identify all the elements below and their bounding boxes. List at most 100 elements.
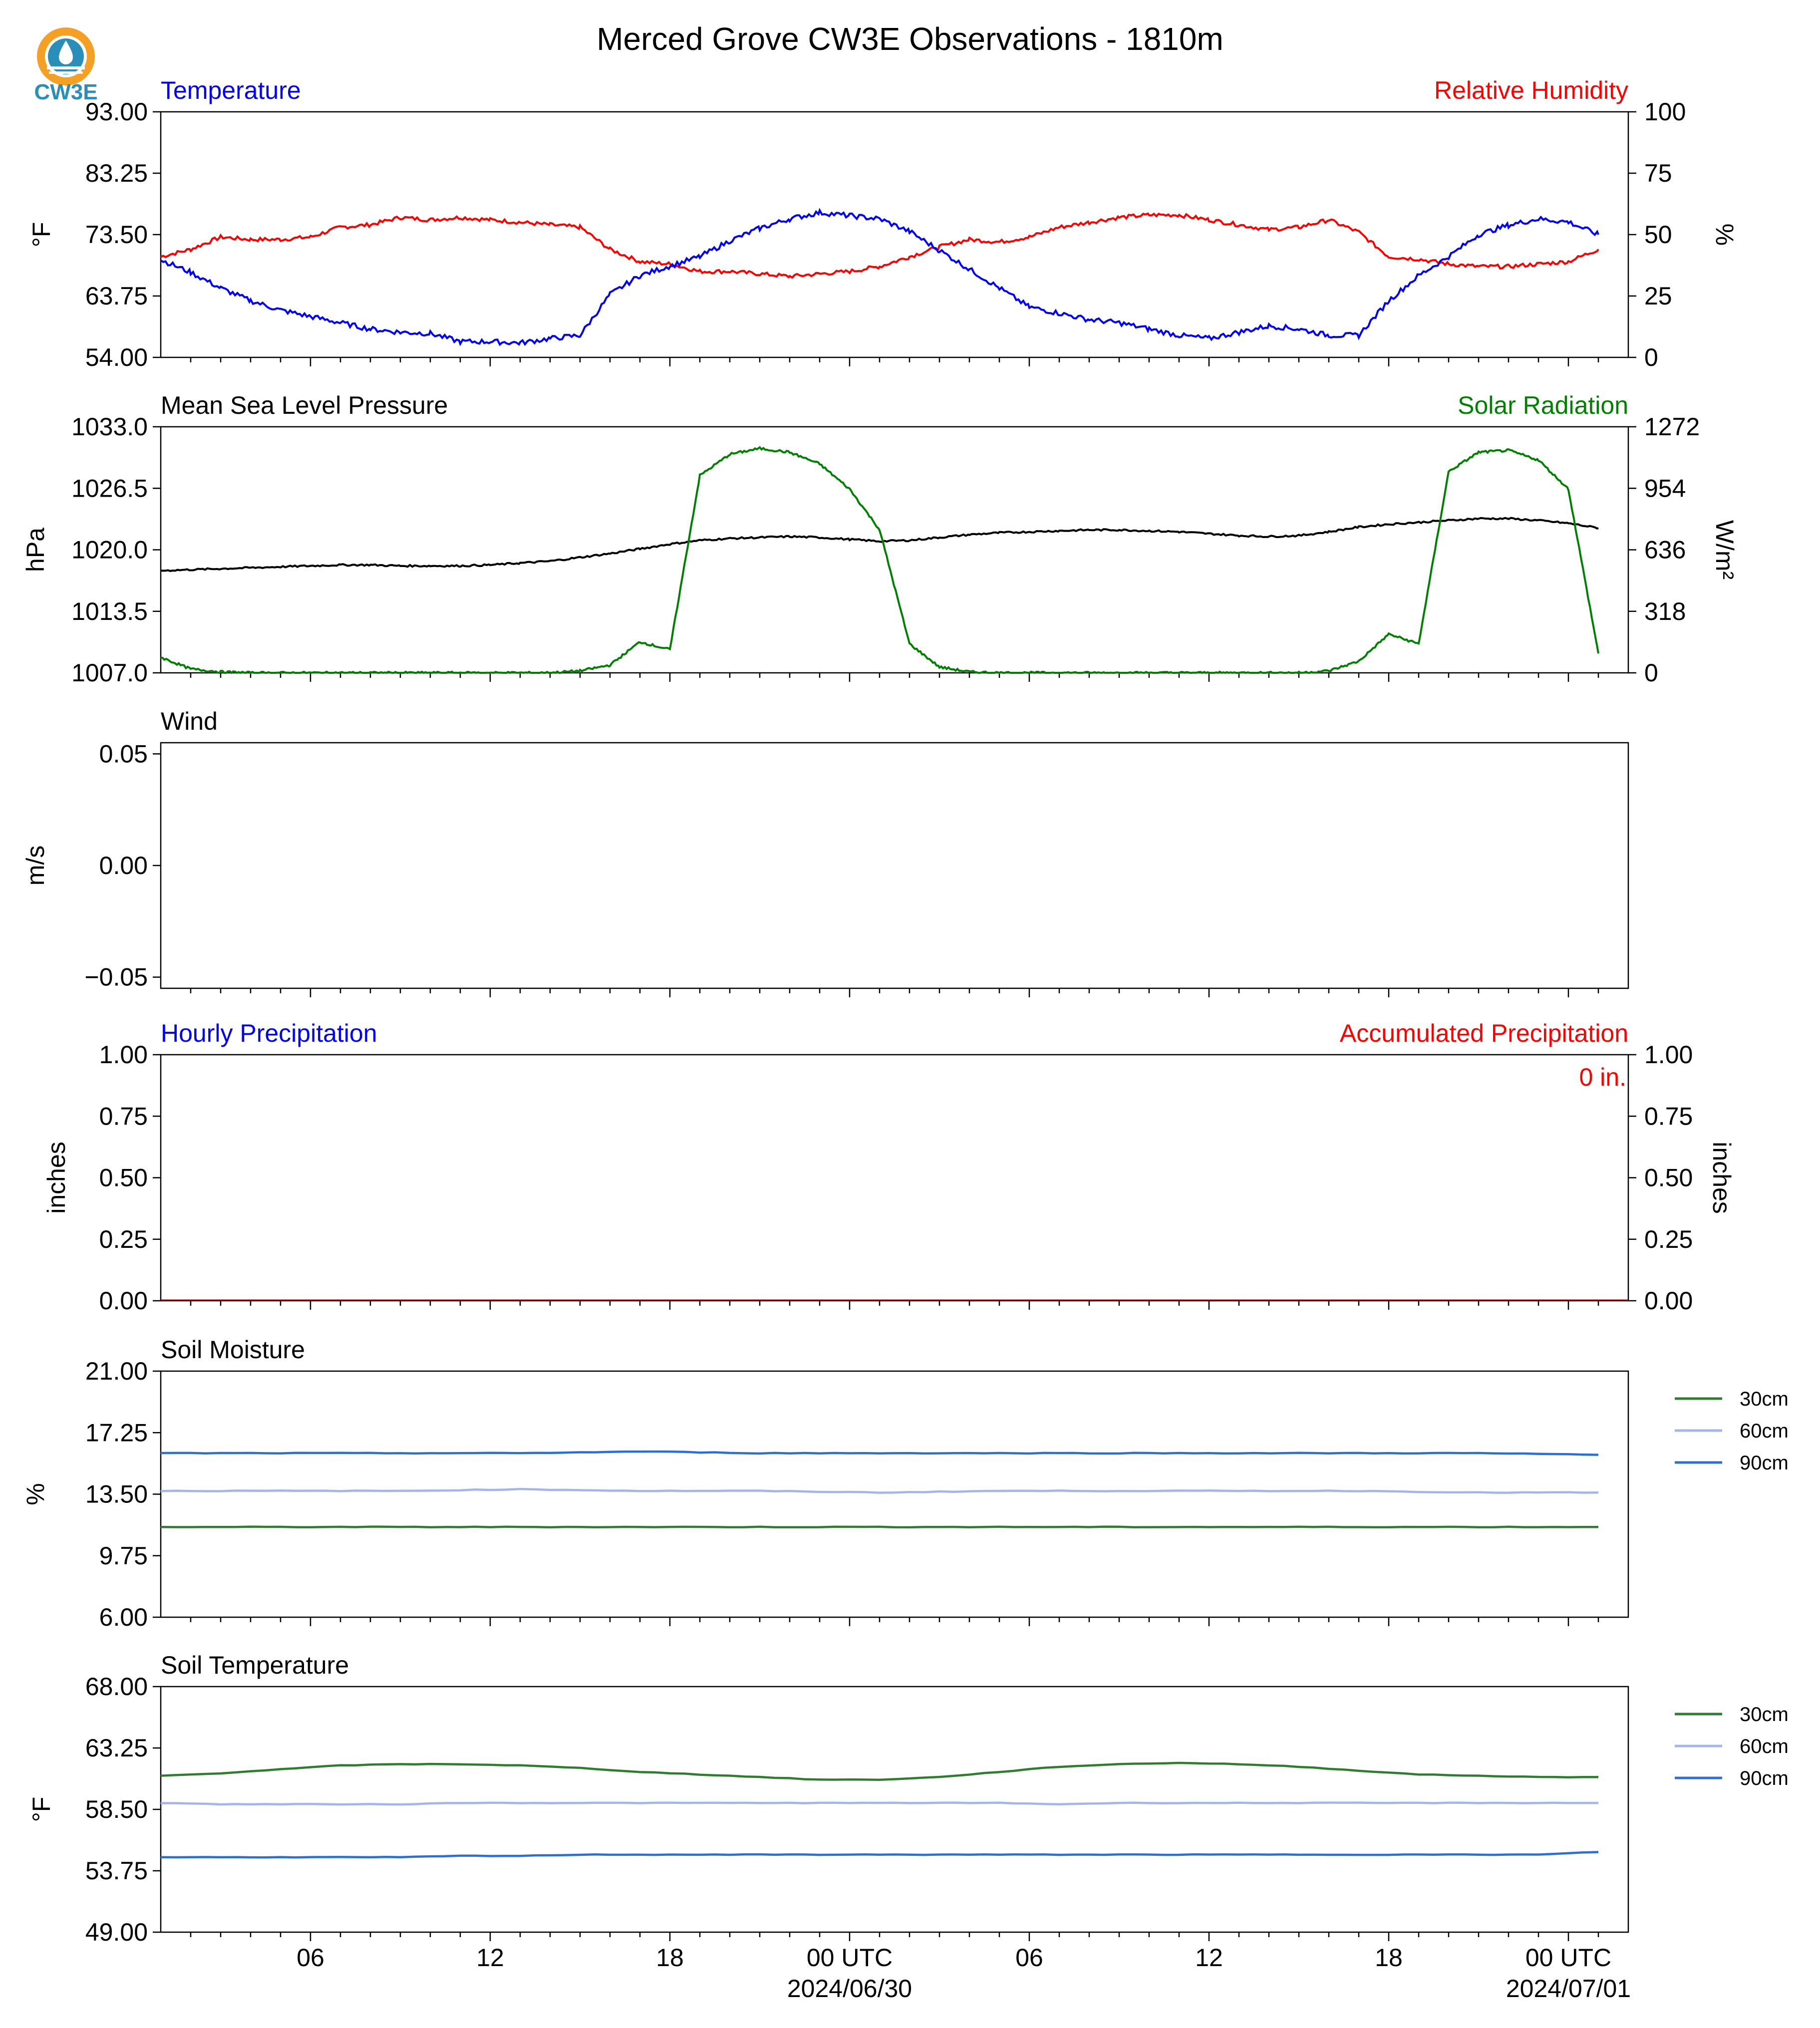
plot-frame xyxy=(160,742,1629,989)
y-tick-label-right: 0 xyxy=(1644,659,1658,687)
y-tick-label-left: 1033.0 xyxy=(71,413,148,441)
y-axis-label-right: W/m² xyxy=(1711,520,1739,579)
legend-label: 30cm xyxy=(1740,1388,1789,1410)
logo-text: CW3E xyxy=(34,80,98,104)
y-axis-label-left: hPa xyxy=(21,528,49,572)
y-tick-label-right: 1272 xyxy=(1644,413,1700,441)
x-tick-label: 06 xyxy=(1015,1944,1043,1972)
y-tick-label-right: 25 xyxy=(1644,282,1672,310)
x-date-label: 2024/06/30 xyxy=(787,1975,912,2003)
panel-temperature-humidity: 93.00 83.25 73.50 63.75 54.00 Temperature °F 10… xyxy=(27,76,1739,371)
soil-line-60cm xyxy=(160,1487,1599,1494)
x-tick-label: 12 xyxy=(1195,1944,1223,1972)
panels-group: 93.00 83.25 73.50 63.75 54.00 Temperature °F 10… xyxy=(21,76,1789,2003)
humidity-line xyxy=(160,212,1599,279)
solar-radiation-line xyxy=(160,446,1599,674)
legend-label: 90cm xyxy=(1740,1767,1789,1789)
y-axis-label-right: % xyxy=(1711,224,1739,246)
soil-line-90cm xyxy=(160,1450,1599,1456)
legend-label: 30cm xyxy=(1740,1704,1789,1726)
plot-frame xyxy=(160,1054,1629,1302)
y-tick-label-left: 58.50 xyxy=(85,1795,148,1823)
panel-soil-temperature: 68.00 63.25 58.50 53.75 49.00 Soil Temperatur… xyxy=(27,1651,1789,1946)
panel-title-left: Temperature xyxy=(161,76,301,104)
pressure-line xyxy=(160,517,1599,573)
y-tick-label-left: 93.00 xyxy=(85,98,148,126)
panel-title-left: Mean Sea Level Pressure xyxy=(161,391,448,419)
figure-title: Merced Grove CW3E Observations - 1810m xyxy=(597,21,1223,57)
panel-title-right: Solar Radiation xyxy=(1458,391,1628,419)
y-tick-label-right: 636 xyxy=(1644,536,1686,564)
panel-title-left: Wind xyxy=(161,707,218,735)
y-tick-label-right: 100 xyxy=(1644,98,1686,126)
y-tick-label-left: 0.00 xyxy=(99,852,148,879)
y-axis-label-right: inches xyxy=(1708,1142,1736,1214)
y-tick-label-left: 63.25 xyxy=(85,1734,148,1762)
soil-line-30cm xyxy=(160,1761,1598,1781)
y-tick-label-left: 73.50 xyxy=(85,221,148,249)
x-tick-label: 18 xyxy=(1375,1944,1403,1972)
soil-line-60cm xyxy=(161,1801,1598,1806)
y-tick-label-left: 0.05 xyxy=(99,740,148,768)
y-tick-label-left: 68.00 xyxy=(85,1673,148,1701)
y-tick-label-right: 0.50 xyxy=(1644,1164,1693,1192)
y-tick-label-left: 13.50 xyxy=(85,1480,148,1508)
y-tick-label-left: 1026.5 xyxy=(71,474,148,502)
y-tick-label-left: 83.25 xyxy=(85,159,148,187)
y-tick-label-left: 21.00 xyxy=(85,1357,148,1385)
y-tick-label-right: 75 xyxy=(1644,159,1672,187)
y-tick-label-left: 0.00 xyxy=(99,1287,148,1315)
plot-frame xyxy=(160,1686,1629,1933)
temperature-line xyxy=(160,208,1599,346)
y-axis-label-left: % xyxy=(21,1483,49,1505)
y-tick-label-right: 1.00 xyxy=(1644,1041,1693,1069)
legend-label: 60cm xyxy=(1740,1736,1789,1757)
y-tick-label-left: 0.25 xyxy=(99,1225,148,1253)
x-tick-label: 06 xyxy=(297,1944,324,1972)
y-tick-label-right: 50 xyxy=(1644,221,1672,249)
y-tick-label-left: 6.00 xyxy=(99,1603,148,1631)
y-tick-label-left: 54.00 xyxy=(85,343,148,371)
y-axis-label-left: m/s xyxy=(21,846,49,886)
panel-wind: 0.05 0.00 −0.05 Wind m/s xyxy=(21,707,1629,997)
x-tick-label: 00 UTC xyxy=(1525,1944,1611,1972)
x-date-label: 2024/07/01 xyxy=(1506,1975,1631,2003)
y-tick-label-left: 0.75 xyxy=(99,1102,148,1130)
x-tick-label: 18 xyxy=(656,1944,684,1972)
y-tick-label-left: 53.75 xyxy=(85,1857,148,1885)
y-tick-label-right: 318 xyxy=(1644,597,1686,625)
plot-frame xyxy=(160,1370,1629,1618)
y-axis-label-left: inches xyxy=(42,1142,70,1214)
y-tick-label-left: 1007.0 xyxy=(71,659,148,687)
cw3e-logo-icon xyxy=(37,27,95,85)
y-axis-label-left: °F xyxy=(27,222,55,248)
panel-pressure-solar: 1033.0 1026.5 1020.0 1013.5 1007.0 Mean Sea L… xyxy=(21,391,1739,687)
y-tick-label-left: 63.75 xyxy=(85,282,148,310)
y-tick-label-left: −0.05 xyxy=(84,963,148,991)
y-tick-label-left: 1020.0 xyxy=(71,536,148,564)
y-tick-label-left: 17.25 xyxy=(85,1419,148,1447)
y-tick-label-right: 954 xyxy=(1644,474,1686,502)
y-tick-label-left: 1013.5 xyxy=(71,597,148,625)
y-axis-label-left: °F xyxy=(27,1797,55,1822)
y-tick-label-left: 9.75 xyxy=(99,1542,148,1570)
accumulated-annotation: 0 in. xyxy=(1579,1063,1626,1091)
y-tick-label-left: 0.50 xyxy=(99,1164,148,1192)
plot-frame xyxy=(160,426,1629,674)
plot-frame xyxy=(160,111,1629,358)
legend-label: 90cm xyxy=(1740,1452,1789,1474)
panel-soil-moisture: 21.00 17.25 13.50 9.75 6.00 Soil Moisture% 30c… xyxy=(21,1336,1789,1631)
y-tick-label-left: 1.00 xyxy=(99,1041,148,1069)
soil-line-90cm xyxy=(160,1851,1599,1859)
panel-precipitation: 1.00 0.75 0.50 0.25 0.00 Hourly Precipitation… xyxy=(42,1019,1736,1315)
y-tick-label-right: 0.25 xyxy=(1644,1225,1693,1253)
x-tick-label: 12 xyxy=(476,1944,504,1972)
y-tick-label-right: 0.75 xyxy=(1644,1102,1693,1130)
panel-title-left: Soil Temperature xyxy=(161,1651,349,1679)
panel-title-left: Hourly Precipitation xyxy=(161,1019,377,1047)
panel-title-left: Soil Moisture xyxy=(161,1336,305,1364)
y-tick-label-left: 49.00 xyxy=(85,1918,148,1946)
legend-label: 60cm xyxy=(1740,1420,1789,1442)
panel-title-right: Relative Humidity xyxy=(1434,76,1628,104)
